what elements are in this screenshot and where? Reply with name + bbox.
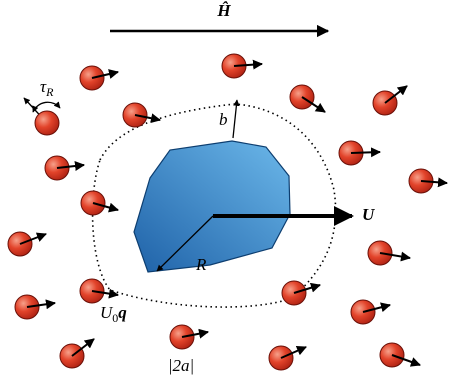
field-label: Ĥ [216,1,231,20]
swim-label: U0q [100,303,127,325]
shell-radius-label: b [219,110,228,129]
torque-label: τR [40,77,54,99]
body [134,141,290,272]
velocity-label: U [362,205,375,224]
particle-arrow [351,152,380,153]
swim-vec: q [118,303,127,322]
particle [35,111,59,135]
body-radius-label: R [195,255,207,274]
shell-radius-arrow [233,100,237,138]
torque-sub: R [45,85,54,99]
diagram: Ĥ b U R τR U0q |2a| [0,0,449,381]
size-label: |2a| [168,356,194,375]
